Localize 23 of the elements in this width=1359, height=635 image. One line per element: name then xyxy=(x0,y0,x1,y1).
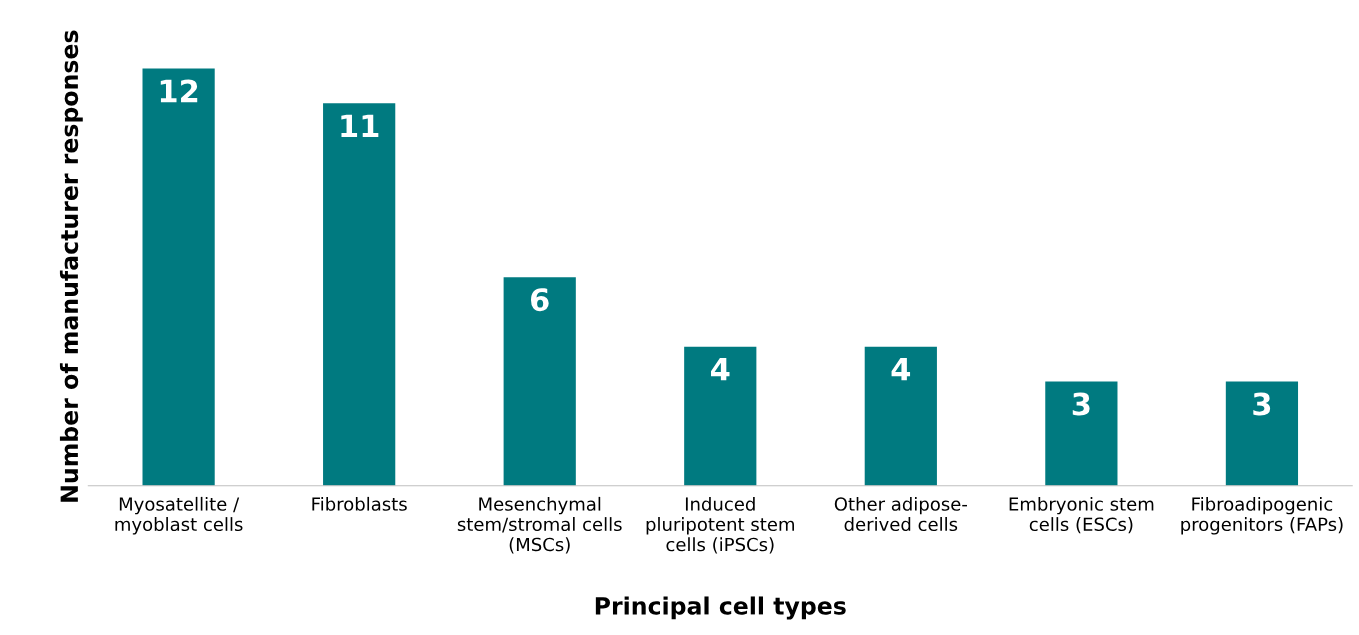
data-label: 3 xyxy=(1253,392,1271,416)
bar xyxy=(684,346,757,486)
bar xyxy=(864,346,937,486)
x-tick-label: Mesenchymal stem/stromal cells (MSCs) xyxy=(457,496,622,554)
data-label: 3 xyxy=(1072,392,1090,416)
y-axis-title: Number of manufacturer responses xyxy=(59,30,83,502)
x-tick-label: Fibroblasts xyxy=(312,496,407,511)
data-label: 4 xyxy=(711,358,730,381)
x-tick-label: Embryonic stem cells (ESCs) xyxy=(1009,496,1154,534)
data-label: 6 xyxy=(530,288,549,312)
bar xyxy=(503,277,576,486)
bar xyxy=(142,68,215,486)
x-tick-label: Induced pluripotent stem cells (iPSCs) xyxy=(646,496,794,554)
bar xyxy=(1225,381,1299,486)
x-axis-title: Principal cell types xyxy=(595,596,846,620)
x-tick-label: Myosatellite / myoblast cells xyxy=(115,496,243,535)
data-label: 12 xyxy=(160,79,198,103)
x-tick-label: Other adipose- derived cells xyxy=(834,496,967,532)
bar xyxy=(1045,381,1118,486)
x-tick-label: Fibroadipogenic progenitors (FAPs) xyxy=(1181,496,1343,535)
data-label: 4 xyxy=(891,358,911,381)
data-label: 11 xyxy=(341,114,379,137)
bar xyxy=(323,103,396,486)
